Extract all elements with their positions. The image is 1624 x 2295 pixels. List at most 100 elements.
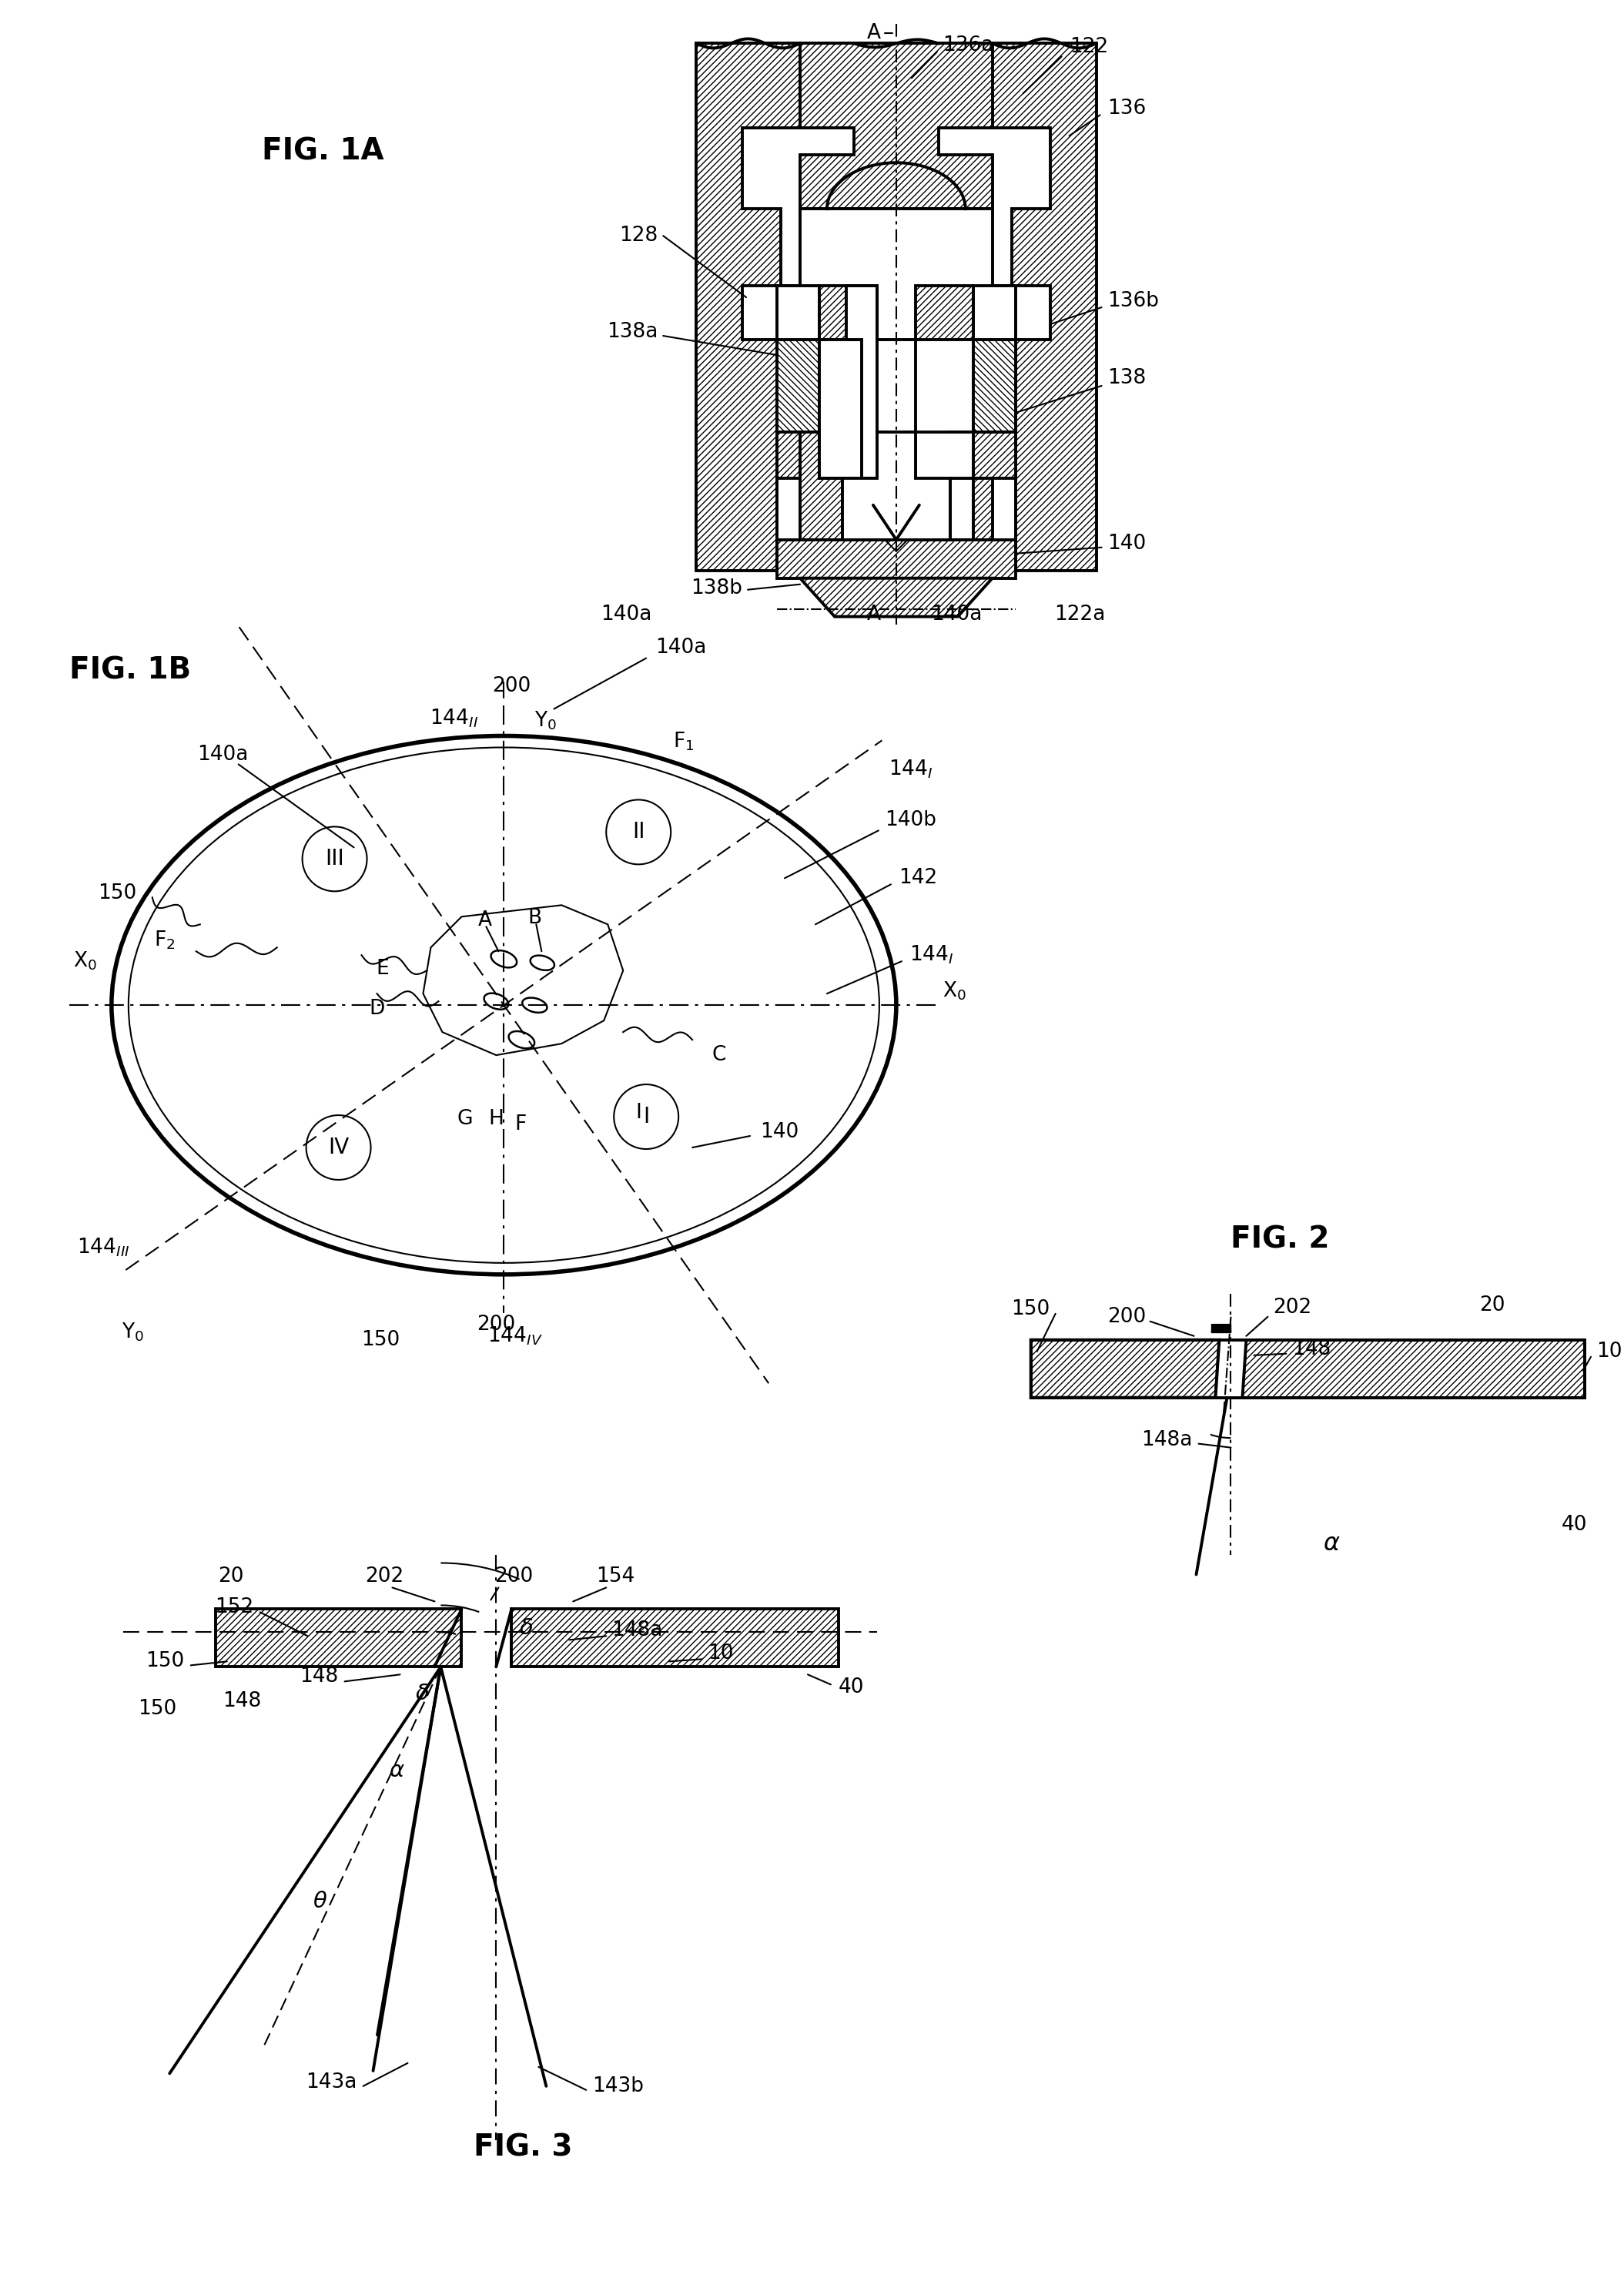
Text: FIG. 2: FIG. 2 bbox=[1231, 1226, 1330, 1255]
Text: δ: δ bbox=[416, 1682, 429, 1705]
Text: 40: 40 bbox=[1562, 1515, 1587, 1535]
Text: X$_0$: X$_0$ bbox=[942, 980, 966, 1003]
Text: 202: 202 bbox=[1273, 1297, 1312, 1317]
Text: A: A bbox=[477, 911, 492, 929]
Text: 20: 20 bbox=[1479, 1294, 1505, 1315]
Polygon shape bbox=[1031, 1340, 1585, 1398]
Polygon shape bbox=[1031, 1340, 1220, 1398]
Text: 148: 148 bbox=[1293, 1338, 1332, 1359]
Text: II: II bbox=[632, 822, 645, 842]
Text: 136: 136 bbox=[1108, 99, 1147, 119]
Text: 144$_{II}$: 144$_{II}$ bbox=[430, 707, 477, 730]
Polygon shape bbox=[846, 287, 916, 477]
Polygon shape bbox=[950, 431, 992, 539]
Polygon shape bbox=[801, 44, 992, 209]
Text: θ: θ bbox=[313, 1891, 326, 1912]
Text: 20: 20 bbox=[218, 1567, 244, 1586]
Text: 148: 148 bbox=[222, 1691, 261, 1712]
Text: 140: 140 bbox=[1108, 532, 1147, 553]
Polygon shape bbox=[1242, 1340, 1585, 1398]
Text: 142: 142 bbox=[898, 868, 937, 888]
Text: F: F bbox=[515, 1115, 526, 1134]
Text: III: III bbox=[325, 849, 344, 870]
Text: F$_2$: F$_2$ bbox=[154, 929, 175, 950]
Text: I: I bbox=[635, 1104, 641, 1122]
Text: 122: 122 bbox=[1069, 37, 1108, 57]
Text: FIG. 3: FIG. 3 bbox=[474, 2132, 573, 2162]
Polygon shape bbox=[973, 431, 1015, 477]
Polygon shape bbox=[973, 287, 1015, 340]
Text: I: I bbox=[643, 1106, 650, 1127]
Polygon shape bbox=[776, 209, 1015, 571]
Polygon shape bbox=[818, 287, 877, 340]
Text: 144$_I$: 144$_I$ bbox=[909, 943, 953, 966]
Text: 150: 150 bbox=[138, 1698, 177, 1719]
Text: 136a: 136a bbox=[942, 37, 994, 55]
Text: 148: 148 bbox=[300, 1666, 338, 1687]
Text: 138a: 138a bbox=[607, 321, 658, 342]
Text: 140a: 140a bbox=[654, 638, 706, 656]
Text: 140b: 140b bbox=[885, 810, 937, 831]
Polygon shape bbox=[801, 578, 992, 617]
Text: 138b: 138b bbox=[690, 578, 742, 599]
Polygon shape bbox=[992, 44, 1096, 571]
Text: 144$_I$: 144$_I$ bbox=[888, 757, 932, 780]
Polygon shape bbox=[916, 287, 973, 340]
Text: 138: 138 bbox=[1108, 367, 1147, 388]
Text: 200: 200 bbox=[477, 1315, 515, 1333]
Polygon shape bbox=[776, 287, 818, 340]
Text: 144$_{IV}$: 144$_{IV}$ bbox=[487, 1324, 542, 1347]
Polygon shape bbox=[973, 340, 1015, 431]
Text: H: H bbox=[489, 1108, 503, 1129]
Text: α: α bbox=[390, 1760, 404, 1781]
Text: C: C bbox=[711, 1044, 726, 1065]
Polygon shape bbox=[776, 431, 818, 477]
Text: A: A bbox=[867, 23, 880, 44]
Text: 140a: 140a bbox=[198, 746, 248, 764]
Text: 136b: 136b bbox=[1108, 291, 1160, 312]
Text: 200: 200 bbox=[1108, 1306, 1147, 1327]
Text: Y$_0$: Y$_0$ bbox=[122, 1322, 145, 1343]
Text: 152: 152 bbox=[214, 1597, 253, 1618]
Text: 140a: 140a bbox=[601, 604, 651, 624]
Polygon shape bbox=[776, 539, 1015, 578]
Text: 10: 10 bbox=[1596, 1340, 1622, 1361]
Text: X$_0$: X$_0$ bbox=[73, 950, 97, 973]
Text: 10: 10 bbox=[708, 1643, 734, 1664]
Text: FIG. 1B: FIG. 1B bbox=[70, 656, 192, 686]
Polygon shape bbox=[843, 431, 950, 539]
Text: 144$_{III}$: 144$_{III}$ bbox=[76, 1237, 130, 1258]
Text: G: G bbox=[456, 1108, 473, 1129]
Text: 140: 140 bbox=[760, 1122, 799, 1143]
Text: 122a: 122a bbox=[1054, 604, 1104, 624]
Text: B: B bbox=[528, 909, 542, 927]
Text: 143b: 143b bbox=[593, 2077, 645, 2095]
Polygon shape bbox=[776, 340, 818, 431]
Text: F$_1$: F$_1$ bbox=[672, 730, 693, 753]
Text: δ: δ bbox=[520, 1618, 533, 1639]
Text: 154: 154 bbox=[596, 1567, 635, 1586]
Text: E: E bbox=[375, 959, 388, 980]
Polygon shape bbox=[512, 1609, 838, 1666]
Text: 150: 150 bbox=[1012, 1299, 1051, 1320]
Polygon shape bbox=[1215, 1340, 1246, 1398]
Text: FIG. 1A: FIG. 1A bbox=[261, 135, 383, 165]
Text: 200: 200 bbox=[492, 675, 531, 695]
Text: 148a: 148a bbox=[612, 1620, 663, 1641]
Text: Y$_0$: Y$_0$ bbox=[534, 709, 557, 732]
Text: D: D bbox=[369, 998, 385, 1019]
Text: 150: 150 bbox=[146, 1652, 185, 1671]
Text: α: α bbox=[1324, 1531, 1340, 1556]
Text: 202: 202 bbox=[365, 1567, 404, 1586]
Polygon shape bbox=[424, 904, 624, 1056]
Text: IV: IV bbox=[328, 1136, 349, 1159]
Text: 140a: 140a bbox=[931, 604, 983, 624]
Polygon shape bbox=[801, 431, 843, 539]
Text: 128: 128 bbox=[619, 225, 658, 246]
Text: A: A bbox=[867, 604, 880, 624]
Text: 143a: 143a bbox=[305, 2072, 357, 2093]
Polygon shape bbox=[216, 1609, 461, 1666]
Polygon shape bbox=[697, 44, 801, 571]
Text: 200: 200 bbox=[495, 1567, 533, 1586]
Text: 150: 150 bbox=[362, 1329, 400, 1349]
